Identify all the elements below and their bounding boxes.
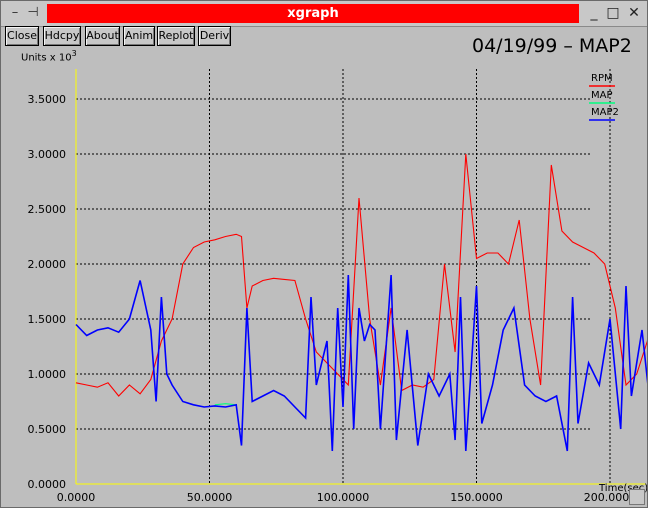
x-tick-label: 0.0000 bbox=[57, 491, 96, 504]
replot-button[interactable]: Replot bbox=[157, 26, 195, 46]
x-tick-label: 150.0000 bbox=[450, 491, 503, 504]
y-tick-label: 2.0000 bbox=[28, 258, 67, 271]
close-button[interactable]: Close bbox=[5, 26, 39, 46]
y-axis-label: Units x 103 bbox=[21, 49, 77, 64]
window-title: xgraph bbox=[47, 4, 579, 23]
series-line-rpm bbox=[75, 153, 647, 397]
title-bar[interactable]: – ⊣ xgraph _ □ ✕ bbox=[1, 1, 647, 27]
window-menu-icon[interactable]: – bbox=[11, 5, 19, 20]
x-tick-label: 100.0000 bbox=[317, 491, 370, 504]
legend-label-rpm: RPM bbox=[591, 73, 613, 84]
about-button[interactable]: About bbox=[85, 26, 120, 46]
y-tick-label: 2.5000 bbox=[28, 203, 67, 216]
close-icon[interactable]: ✕ bbox=[628, 5, 640, 21]
y-tick-label: 3.5000 bbox=[28, 93, 67, 106]
legend-label-map2: MAP2 bbox=[591, 107, 619, 118]
pin-icon[interactable]: ⊣ bbox=[27, 5, 39, 20]
series-line-map2 bbox=[75, 274, 647, 452]
y-tick-label: 3.0000 bbox=[28, 148, 67, 161]
minimize-icon[interactable]: _ bbox=[590, 5, 598, 21]
y-tick-label: 0.5000 bbox=[28, 423, 67, 436]
hardcopy-button[interactable]: Hdcpy bbox=[43, 26, 81, 46]
x-tick-label: 200.0000 bbox=[584, 491, 637, 504]
maximize-icon[interactable]: □ bbox=[606, 5, 620, 21]
y-tick-label: 1.0000 bbox=[28, 368, 67, 381]
y-tick-label: 0.0000 bbox=[28, 478, 67, 491]
resize-handle[interactable] bbox=[629, 489, 645, 505]
anim-button[interactable]: Anim bbox=[123, 26, 155, 46]
series-line-map bbox=[214, 403, 237, 406]
x-axis-label: Time(sec) bbox=[598, 483, 647, 494]
x-tick-label: 50.0000 bbox=[187, 491, 233, 504]
legend-label-map: MAP bbox=[591, 90, 613, 101]
graph-title: 04/19/99 – MAP2 bbox=[472, 35, 632, 57]
y-tick-label: 1.5000 bbox=[28, 313, 67, 326]
deriv-button[interactable]: Deriv bbox=[198, 26, 231, 46]
